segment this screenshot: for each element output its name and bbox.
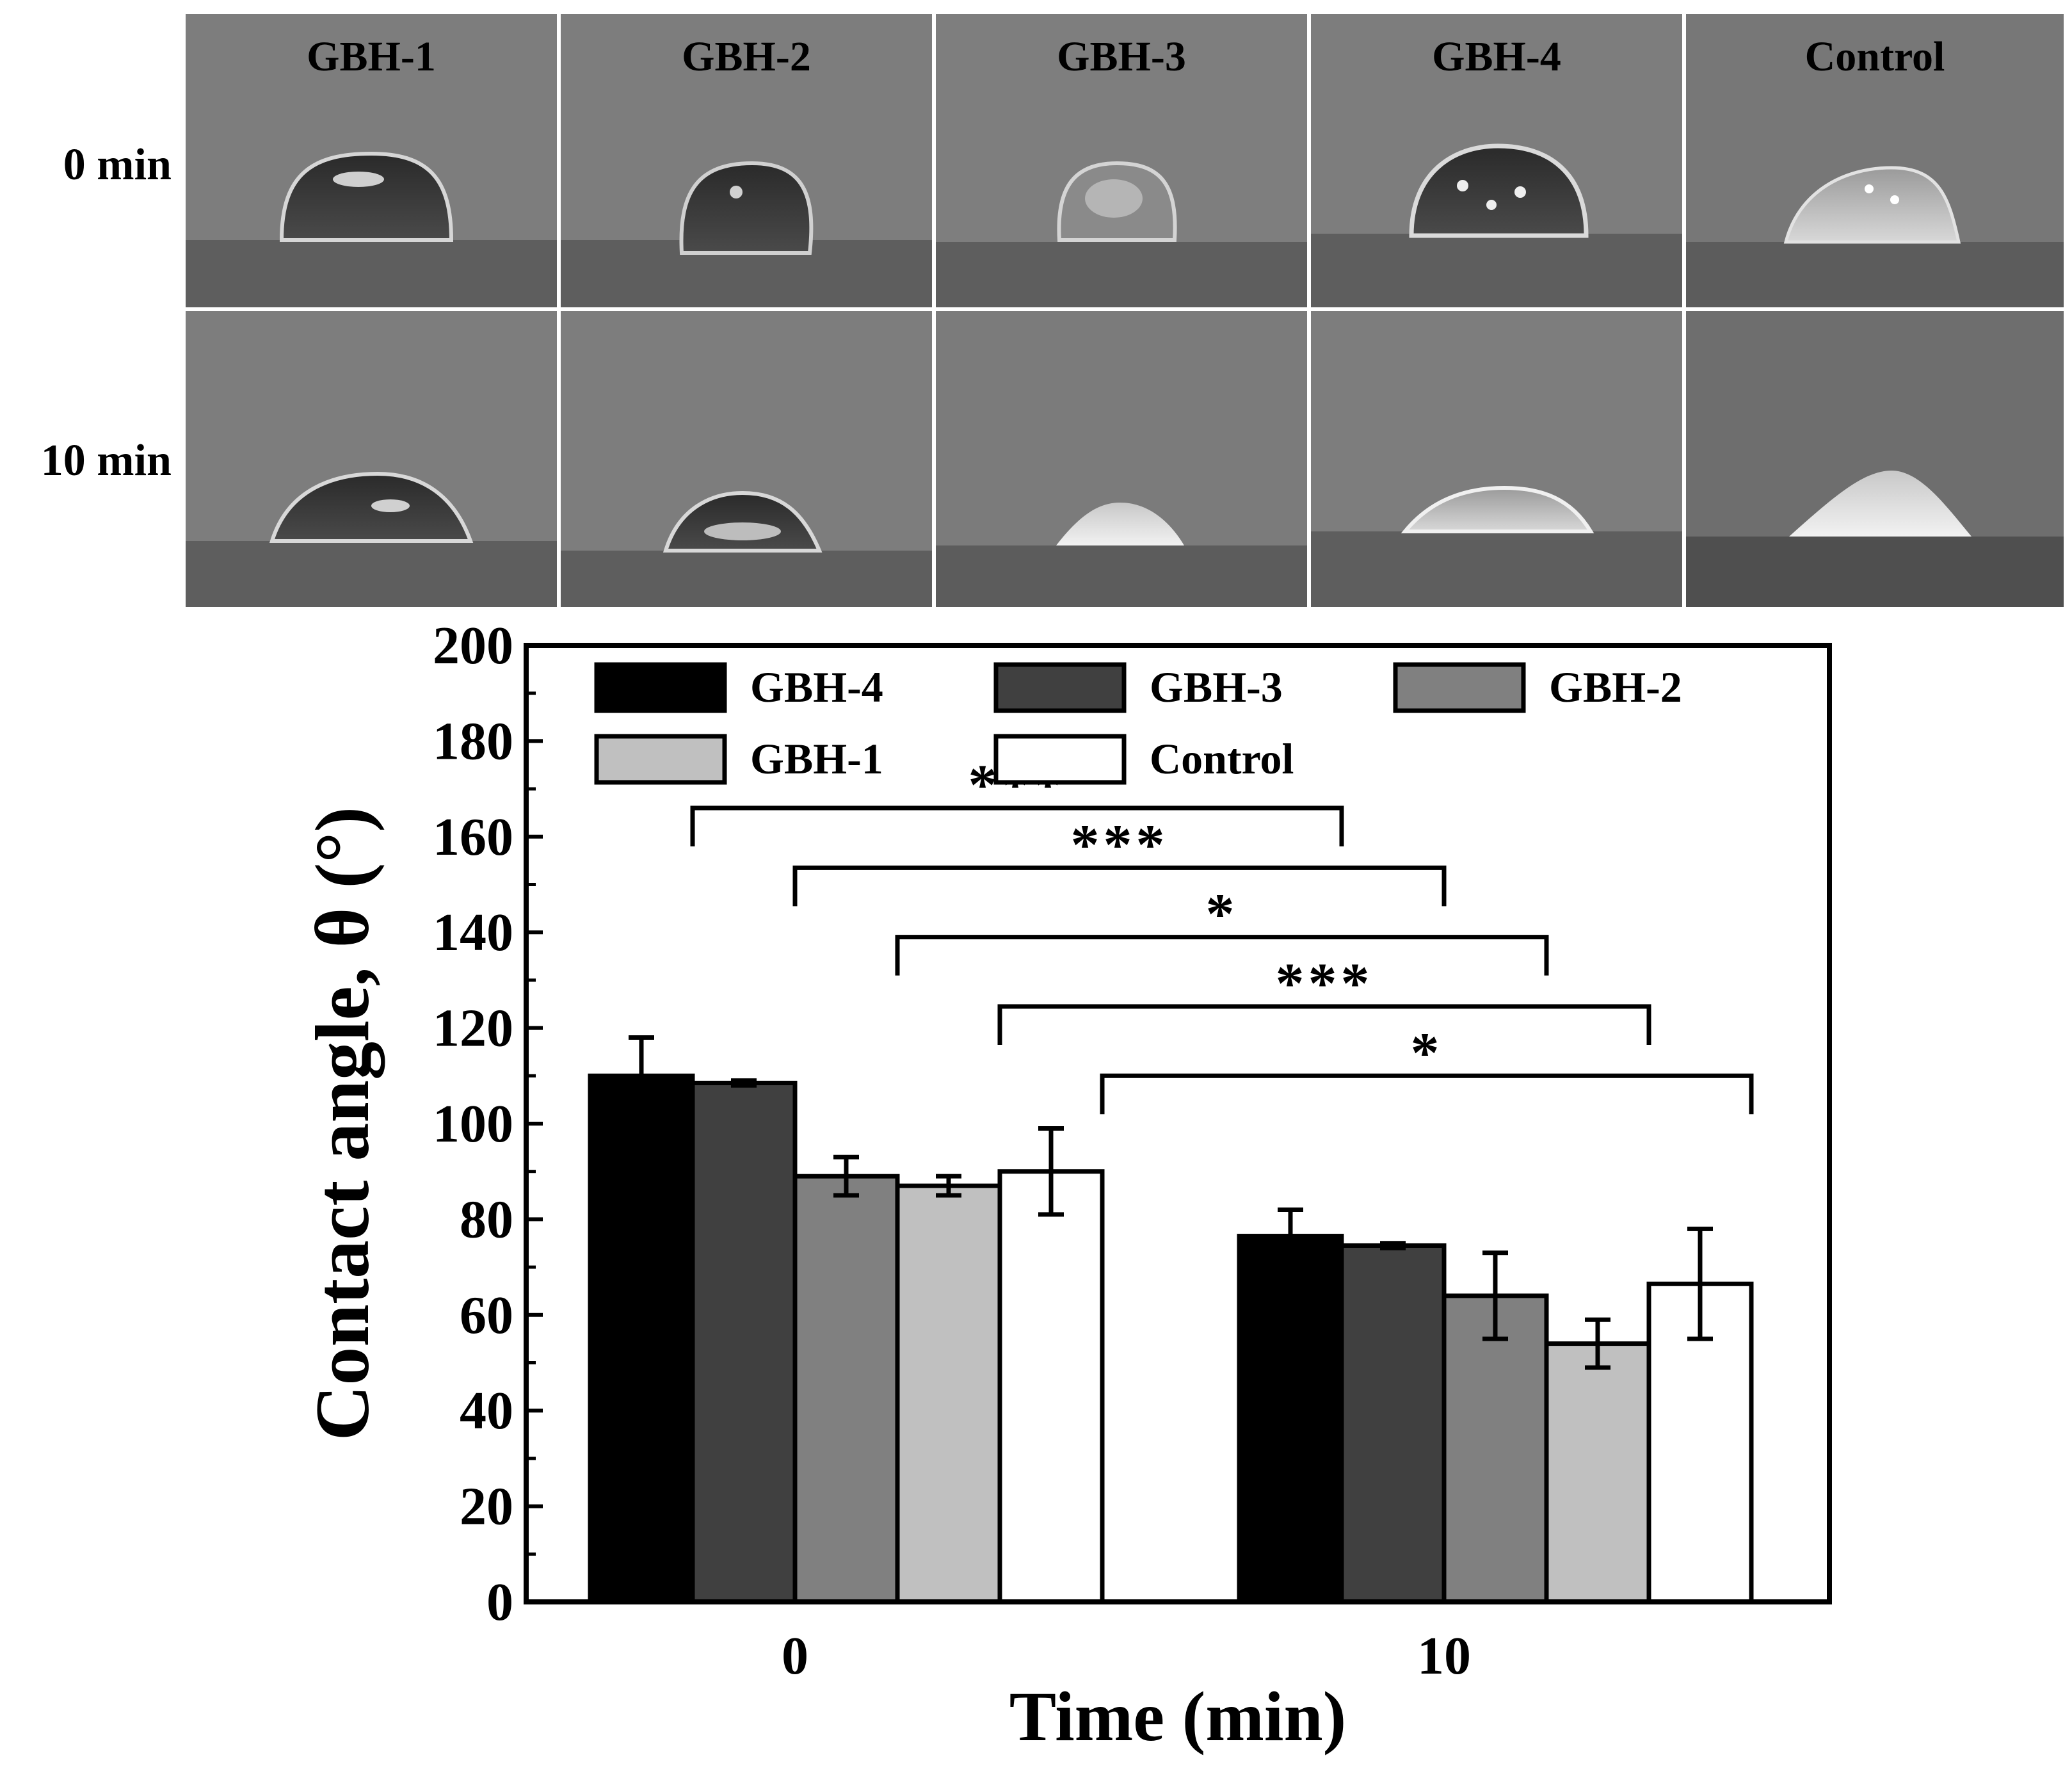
photo-gbh1-10min — [186, 311, 557, 607]
photo-control-0min — [1686, 14, 2064, 307]
significance-label: *** — [1276, 952, 1374, 1015]
x-tick-label: 0 — [782, 1626, 808, 1686]
legend-swatch-gbh-4 — [594, 662, 727, 713]
bar-gbh-2-t10 — [1442, 1293, 1549, 1604]
photo-gbh1-0min — [186, 14, 557, 307]
photo-gbh3-10min — [936, 311, 1307, 607]
photo-gbh2-10min — [561, 311, 932, 607]
photo-control-10min — [1686, 311, 2064, 607]
y-tick-label: 100 — [433, 1094, 513, 1154]
photo-row-label-2: 10 min — [41, 436, 172, 485]
x-axis-title: Time (min) — [1009, 1677, 1347, 1756]
photo-gbh4-0min — [1311, 14, 1682, 307]
significance-label: *** — [1071, 813, 1169, 876]
y-tick-label: 180 — [433, 711, 513, 771]
y-tick-label: 120 — [433, 999, 513, 1058]
significance-bracket — [1100, 1073, 1754, 1115]
photo-gbh2-0min — [561, 14, 932, 307]
y-tick-label: 60 — [460, 1286, 513, 1345]
legend-swatch-gbh-3 — [993, 662, 1127, 713]
bar-gbh-4-t0 — [588, 1073, 695, 1604]
y-tick-label: 80 — [460, 1190, 513, 1249]
photo-gbh4-10min — [1311, 311, 1682, 607]
y-tick-label: 20 — [460, 1477, 513, 1537]
plot-frame — [524, 643, 1832, 1604]
droplet-photo-panel — [186, 14, 2064, 607]
y-tick-label: 200 — [433, 616, 513, 675]
legend-label-gbh-1: GBH-1 — [750, 734, 883, 783]
legend-label-control: Control — [1150, 734, 1294, 783]
bar-gbh-2-t0 — [792, 1174, 900, 1604]
photo-column-label-2: GBH-2 — [682, 33, 811, 80]
significance-bracket — [690, 805, 1344, 846]
legend-swatch-gbh-2 — [1393, 662, 1526, 713]
bar-control-t0 — [997, 1169, 1105, 1604]
photo-column-label-5: Control — [1805, 33, 1945, 80]
bar-gbh-3-t10 — [1339, 1243, 1447, 1604]
bar-gbh-1-t10 — [1544, 1341, 1651, 1604]
photo-column-label-4: GBH-4 — [1432, 33, 1561, 80]
photo-gbh3-0min — [936, 14, 1307, 307]
legend-label-gbh-4: GBH-4 — [750, 663, 883, 711]
y-tick-label: 0 — [486, 1572, 513, 1632]
bar-gbh-3-t0 — [690, 1081, 798, 1604]
y-tick-label: 40 — [460, 1381, 513, 1441]
significance-label: * — [1411, 1021, 1443, 1085]
y-tick-label: 140 — [433, 903, 513, 962]
y-axis-title: Contact angle, θ (°) — [300, 807, 385, 1441]
bar-gbh-1-t0 — [895, 1183, 1002, 1604]
legend-label-gbh-3: GBH-3 — [1150, 663, 1283, 711]
x-tick-label: 10 — [1417, 1626, 1471, 1686]
significance-label: * — [1206, 883, 1239, 946]
bar-gbh-4-t10 — [1237, 1234, 1344, 1604]
legend-swatch-control — [993, 734, 1127, 785]
significance-bracket — [997, 1004, 1651, 1045]
legend-label-gbh-2: GBH-2 — [1549, 663, 1682, 711]
y-tick-label: 160 — [433, 807, 513, 867]
photo-row-label-1: 0 min — [63, 140, 172, 190]
photo-column-label-3: GBH-3 — [1057, 33, 1186, 80]
photo-column-label-1: GBH-1 — [307, 33, 436, 80]
significance-bracket — [895, 935, 1549, 976]
significance-bracket — [792, 865, 1447, 907]
legend-swatch-gbh-1 — [594, 734, 727, 785]
